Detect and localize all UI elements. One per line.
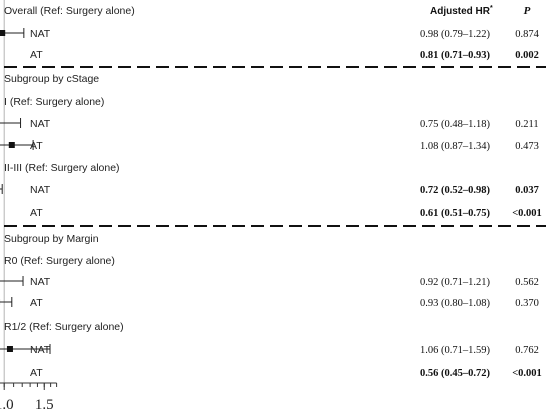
hr-ci-value: 0.56 (0.45–0.72) xyxy=(420,368,490,379)
p-value: 0.762 xyxy=(515,345,539,356)
p-value: 0.874 xyxy=(515,29,539,40)
rows: Overall (Ref: Surgery alone) NAT 0.98 (0.7… xyxy=(0,5,546,379)
p-value: 0.037 xyxy=(515,185,539,196)
p-value: 0.370 xyxy=(515,298,539,309)
row-label: NAT xyxy=(30,184,51,196)
hr-ci-value: 1.08 (0.87–1.34) xyxy=(420,141,490,152)
data-row: NAT 0.72 (0.52–0.98) 0.037 xyxy=(0,184,539,196)
hr-ci-value: 0.75 (0.48–1.18) xyxy=(420,119,490,130)
axis-tick-label: 1.0 xyxy=(0,397,14,413)
row-label: AT xyxy=(30,140,43,152)
p-value: 0.473 xyxy=(515,141,539,152)
p-value: 0.211 xyxy=(515,119,538,130)
hr-ci-value: 1.06 (0.71–1.59) xyxy=(420,345,490,356)
p-value: 0.562 xyxy=(515,277,539,288)
group-header: Subgroup by Margin xyxy=(4,233,99,245)
data-row: AT 1.08 (0.87–1.34) 0.473 xyxy=(0,140,539,152)
row-label: AT xyxy=(30,367,43,379)
group-header: R0 (Ref: Surgery alone) xyxy=(4,255,115,267)
data-row: NAT 1.06 (0.71–1.59) 0.762 xyxy=(0,344,539,356)
hr-column-header: Adjusted HR* xyxy=(430,5,493,17)
x-axis: 0.51.01.5 xyxy=(0,382,58,413)
row-label: NAT xyxy=(30,118,51,130)
data-row: AT 0.81 (0.71–0.93) 0.002 xyxy=(30,49,539,61)
row-label: AT xyxy=(30,297,43,309)
data-row: AT 0.61 (0.51–0.75) <0.001 xyxy=(30,207,542,219)
row-label: AT xyxy=(30,207,43,219)
p-value: 0.002 xyxy=(515,50,539,61)
hr-ci-value: 0.92 (0.71–1.21) xyxy=(420,277,490,288)
data-row: AT 0.93 (0.80–1.08) 0.370 xyxy=(0,297,539,309)
hr-ci-value: 0.81 (0.71–0.93) xyxy=(420,50,490,61)
hr-point xyxy=(6,346,13,352)
row-label: NAT xyxy=(30,276,51,288)
data-row: NAT 0.98 (0.79–1.22) 0.874 xyxy=(0,28,540,40)
row-label: NAT xyxy=(30,28,51,40)
group-header: Overall (Ref: Surgery alone) xyxy=(4,5,135,17)
column-headers: Adjusted HR* P xyxy=(430,5,531,17)
p-column-header: P xyxy=(524,5,531,17)
row-label: AT xyxy=(30,49,43,61)
axis-tick-label: 1.5 xyxy=(35,397,54,413)
data-row: NAT 0.92 (0.71–1.21) 0.562 xyxy=(0,276,539,288)
p-value: <0.001 xyxy=(512,368,542,379)
data-row: AT 0.56 (0.45–0.72) <0.001 xyxy=(30,367,542,379)
data-row: NAT 0.75 (0.48–1.18) 0.211 xyxy=(0,118,539,130)
hr-ci-value: 0.61 (0.51–0.75) xyxy=(420,208,490,219)
group-header: I (Ref: Surgery alone) xyxy=(4,96,104,108)
row-label: NAT xyxy=(30,344,51,356)
group-header: II-III (Ref: Surgery alone) xyxy=(4,162,120,174)
hr-point xyxy=(8,142,15,148)
group-header: R1/2 (Ref: Surgery alone) xyxy=(4,321,124,333)
hr-ci-value: 0.93 (0.80–1.08) xyxy=(420,298,490,309)
hr-ci-value: 0.98 (0.79–1.22) xyxy=(420,29,490,40)
hr-ci-value: 0.72 (0.52–0.98) xyxy=(420,185,490,196)
p-value: <0.001 xyxy=(512,208,542,219)
group-header: Subgroup by cStage xyxy=(4,73,99,85)
hr-point xyxy=(0,30,6,36)
